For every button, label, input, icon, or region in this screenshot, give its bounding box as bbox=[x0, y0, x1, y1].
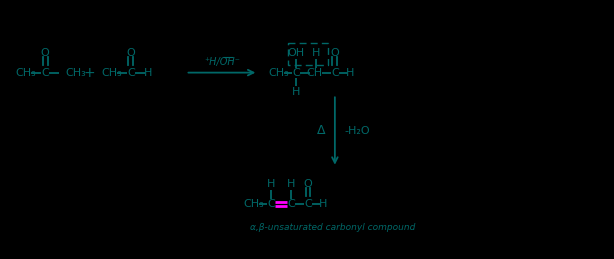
Text: O: O bbox=[303, 179, 313, 189]
Text: OH: OH bbox=[287, 48, 305, 58]
Text: O: O bbox=[126, 48, 135, 58]
Text: CH₃: CH₃ bbox=[15, 68, 36, 78]
Text: C: C bbox=[287, 199, 295, 209]
Text: O: O bbox=[41, 48, 50, 58]
Text: CH₃: CH₃ bbox=[65, 68, 86, 78]
Text: CH₃: CH₃ bbox=[268, 68, 289, 78]
Text: H: H bbox=[292, 87, 300, 97]
Text: H: H bbox=[144, 68, 152, 78]
Text: CH₃: CH₃ bbox=[243, 199, 264, 209]
Text: OH: OH bbox=[216, 58, 230, 68]
Text: CH₃: CH₃ bbox=[101, 68, 122, 78]
Text: -H₂O: -H₂O bbox=[344, 126, 370, 136]
Text: H: H bbox=[312, 48, 320, 58]
Text: C: C bbox=[127, 68, 134, 78]
Text: +: + bbox=[83, 66, 95, 80]
Text: C: C bbox=[292, 68, 300, 78]
Text: C: C bbox=[331, 68, 339, 78]
Text: C: C bbox=[304, 199, 312, 209]
Text: C: C bbox=[41, 68, 49, 78]
Text: H: H bbox=[287, 179, 295, 189]
Text: H: H bbox=[319, 199, 327, 209]
Text: O: O bbox=[330, 48, 340, 58]
Text: CH: CH bbox=[306, 68, 322, 78]
Text: H: H bbox=[346, 68, 354, 78]
Text: α,β-unsaturated carbonyl compound: α,β-unsaturated carbonyl compound bbox=[250, 224, 416, 232]
Text: C: C bbox=[267, 199, 275, 209]
Text: Δ: Δ bbox=[317, 125, 325, 138]
Text: ⁺H/OH⁻: ⁺H/OH⁻ bbox=[204, 57, 240, 67]
Text: H: H bbox=[267, 179, 275, 189]
